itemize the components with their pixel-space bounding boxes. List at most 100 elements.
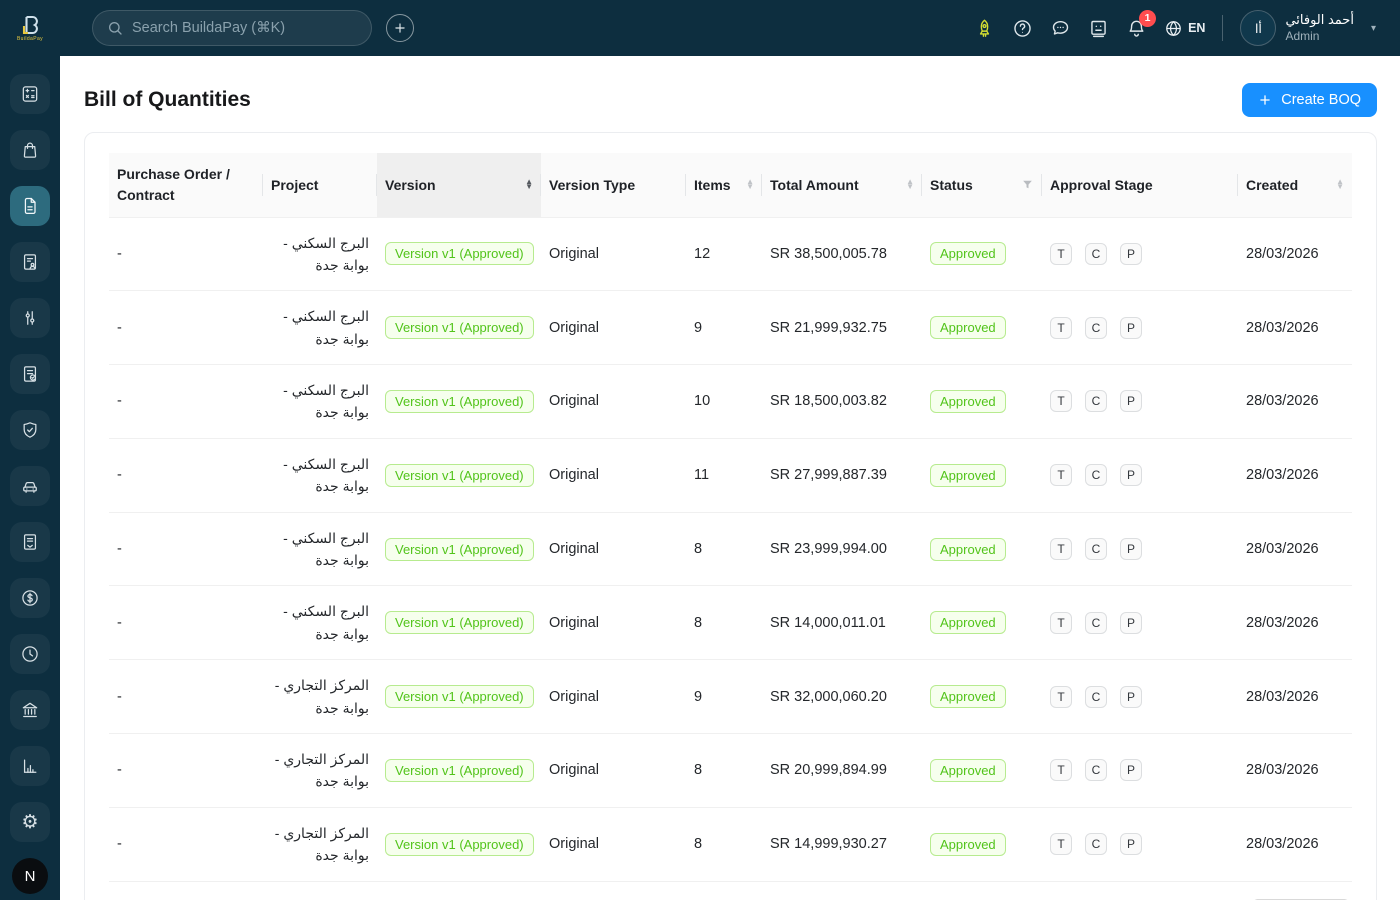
cell-created: 28/03/2026 [1238, 438, 1352, 512]
cell-created: 28/03/2026 [1238, 512, 1352, 586]
global-search[interactable] [92, 10, 372, 46]
sort-icon[interactable]: ▲▼ [1336, 180, 1344, 190]
table-row[interactable]: -البرج السكني - بوابة جدةVersion v1 (App… [109, 438, 1352, 512]
stage-badge-c: C [1085, 317, 1107, 339]
table-row[interactable]: -البرج السكني - بوابة جدةVersion v1 (App… [109, 217, 1352, 291]
chevron-down-icon: ▾ [1371, 23, 1376, 34]
boq-table-card: Purchase Order / ContractProjectVersion▲… [84, 132, 1377, 900]
sidebar-item-bank[interactable] [10, 690, 50, 730]
sidebar-item-document[interactable] [10, 186, 50, 226]
status-badge: Approved [930, 611, 1006, 634]
chat-icon[interactable] [1050, 18, 1071, 39]
sort-icon[interactable]: ▲▼ [525, 180, 533, 190]
filter-funnel-icon[interactable] [1021, 178, 1034, 191]
sidebar-item-calculator[interactable] [10, 74, 50, 114]
cell-status: Approved [922, 660, 1042, 734]
whats-new-rocket-icon[interactable] [974, 18, 995, 39]
sort-icon[interactable]: ▲▼ [906, 180, 914, 190]
sidebar-item-contract-person[interactable] [10, 242, 50, 282]
quick-add-button[interactable] [386, 14, 414, 42]
sidebar-item-gear[interactable]: ⚙ [10, 802, 50, 842]
cell-created: 28/03/2026 [1238, 365, 1352, 439]
notifications-bell-icon[interactable]: 1 [1126, 18, 1147, 39]
column-label: Items [694, 175, 731, 195]
table-row[interactable]: -البرج السكني - بوابة جدةVersion v1 (App… [109, 586, 1352, 660]
column-header-items[interactable]: Items ▲▼ [686, 153, 762, 217]
receipt-icon [20, 532, 40, 552]
cell-items: 9 [686, 291, 762, 365]
cell-version-type: Original [541, 733, 686, 807]
sidebar-item-clock[interactable] [10, 634, 50, 674]
sidebar-item-bar-chart[interactable] [10, 746, 50, 786]
cell-project: البرج السكني - بوابة جدة [263, 217, 377, 291]
status-badge: Approved [930, 759, 1006, 782]
cell-version: Version v1 (Approved) [377, 217, 541, 291]
language-switcher[interactable]: EN [1164, 19, 1205, 38]
cell-total-amount: SR 14,999,930.27 [762, 807, 922, 881]
cell-total-amount: SR 23,999,994.00 [762, 512, 922, 586]
cell-items: 11 [686, 438, 762, 512]
cell-status: Approved [922, 291, 1042, 365]
project-name: المركز التجاري - بوابة جدة [271, 674, 369, 719]
cell-version-type: Original [541, 660, 686, 734]
project-name: المركز التجاري - بوابة جدة [271, 822, 369, 867]
column-header-po: Purchase Order / Contract [109, 153, 263, 217]
cell-total-amount: SR 27,999,887.39 [762, 438, 922, 512]
column-label: Status [930, 175, 973, 195]
project-name: البرج السكني - بوابة جدة [271, 379, 369, 424]
table-row[interactable]: -البرج السكني - بوابة جدةVersion v1 (App… [109, 512, 1352, 586]
table-row[interactable]: -المركز التجاري - بوابة جدةVersion v1 (A… [109, 733, 1352, 807]
changelog-icon[interactable] [1088, 18, 1109, 39]
column-header-status[interactable]: Status [922, 153, 1042, 217]
app-logo[interactable]: BuildaPay [0, 14, 60, 42]
cell-total-amount: SR 18,500,003.82 [762, 365, 922, 439]
stage-badge-t: T [1050, 686, 1072, 708]
sidebar-item-sliders[interactable] [10, 298, 50, 338]
user-avatar: أا [1240, 10, 1276, 46]
launcher-n-avatar[interactable]: N [12, 858, 48, 894]
table-row[interactable]: -البرج السكني - بوابة جدةVersion v1 (App… [109, 291, 1352, 365]
cell-items: 10 [686, 365, 762, 439]
project-name: البرج السكني - بوابة جدة [271, 600, 369, 645]
cell-status: Approved [922, 438, 1042, 512]
create-boq-button[interactable]: Create BOQ [1242, 83, 1377, 117]
cell-created: 28/03/2026 [1238, 217, 1352, 291]
table-row[interactable]: -المركز التجاري - بوابة جدةVersion v1 (A… [109, 807, 1352, 881]
cell-project: البرج السكني - بوابة جدة [263, 512, 377, 586]
stage-badge-p: P [1120, 317, 1142, 339]
stage-badge-c: C [1085, 464, 1107, 486]
cell-total-amount: SR 38,500,005.78 [762, 217, 922, 291]
table-row[interactable]: -المركز التجاري - بوابة جدةVersion v1 (A… [109, 660, 1352, 734]
cell-version-type: Original [541, 365, 686, 439]
stage-badge-p: P [1120, 759, 1142, 781]
column-header-amount[interactable]: Total Amount▲▼ [762, 153, 922, 217]
cell-approval-stage: TCP [1042, 512, 1238, 586]
version-badge: Version v1 (Approved) [385, 316, 534, 339]
status-badge: Approved [930, 685, 1006, 708]
search-input[interactable] [132, 20, 357, 36]
cell-approval-stage: TCP [1042, 365, 1238, 439]
project-name: المركز التجاري - بوابة جدة [271, 748, 369, 793]
cell-status: Approved [922, 512, 1042, 586]
column-header-version[interactable]: Version▲▼ [377, 153, 541, 217]
cell-version: Version v1 (Approved) [377, 807, 541, 881]
version-badge: Version v1 (Approved) [385, 833, 534, 856]
sidebar-item-receipt[interactable] [10, 522, 50, 562]
user-menu[interactable]: أا أحمد الوفائي Admin ▾ [1240, 10, 1376, 46]
sidebar-item-shopping-bag[interactable] [10, 130, 50, 170]
sidebar-item-dollar-circle[interactable] [10, 578, 50, 618]
table-row[interactable]: -البرج السكني - بوابة جدةVersion v1 (App… [109, 365, 1352, 439]
sidebar-item-shield-check[interactable] [10, 410, 50, 450]
version-badge: Version v1 (Approved) [385, 611, 534, 634]
cell-approval-stage: TCP [1042, 660, 1238, 734]
help-icon[interactable] [1012, 18, 1033, 39]
clock-icon [20, 644, 40, 664]
sort-icon[interactable]: ▲▼ [746, 180, 754, 190]
cell-items: 9 [686, 660, 762, 734]
sidebar-item-clipboard-check[interactable] [10, 354, 50, 394]
column-header-created[interactable]: Created▲▼ [1238, 153, 1352, 217]
search-icon [107, 20, 123, 36]
column-label: Version Type [549, 175, 635, 195]
sidebar-item-car[interactable] [10, 466, 50, 506]
user-role: Admin [1285, 29, 1354, 44]
